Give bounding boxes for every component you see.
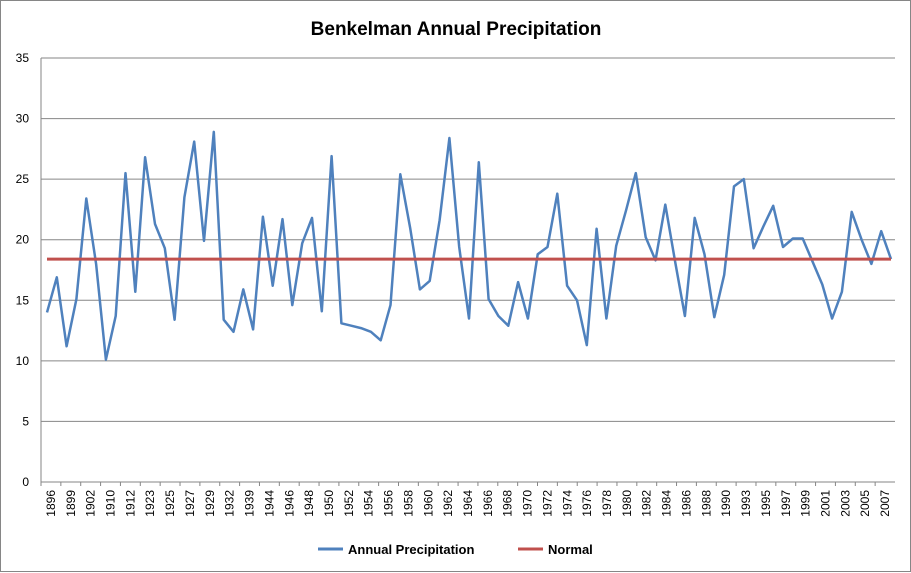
x-tick-label: 1960 — [421, 490, 435, 517]
legend: Annual Precipitation Normal — [318, 542, 593, 557]
x-tick-label: 1999 — [799, 490, 813, 517]
y-tick-label: 35 — [16, 51, 30, 65]
x-tick-label: 1956 — [382, 490, 396, 517]
x-tick-label: 1954 — [362, 490, 376, 517]
x-tick-label: 1932 — [223, 490, 237, 517]
x-tick-label: 1986 — [679, 490, 693, 517]
y-tick-label: 25 — [16, 172, 30, 186]
x-tick-label: 1899 — [64, 490, 78, 517]
x-tick-label: 1997 — [779, 490, 793, 517]
series-lines — [45, 130, 893, 361]
x-tick-label: 1927 — [183, 490, 197, 517]
x-tick-label: 1980 — [620, 490, 634, 517]
x-tick-label: 1923 — [143, 490, 157, 517]
x-tick-label: 2007 — [878, 490, 892, 517]
x-tick-label: 1968 — [501, 490, 515, 517]
x-tick-label: 1925 — [163, 490, 177, 517]
x-tick-label: 1970 — [521, 490, 535, 517]
chart-title: Benkelman Annual Precipitation — [311, 19, 602, 40]
x-tick-label: 1929 — [203, 490, 217, 517]
x-tick-label: 1974 — [560, 490, 574, 517]
x-tick-label: 1982 — [640, 490, 654, 517]
legend-label-annual-precipitation: Annual Precipitation — [348, 542, 474, 557]
y-tick-label: 20 — [16, 233, 30, 247]
gridlines — [41, 57, 895, 422]
x-tick-label: 1976 — [580, 490, 594, 517]
x-tick-label: 1978 — [600, 490, 614, 517]
y-tick-label: 30 — [16, 112, 30, 126]
x-tick-label: 1964 — [461, 490, 475, 517]
x-tick-label: 2005 — [858, 490, 872, 517]
y-tick-label: 5 — [22, 414, 29, 428]
axes: 0 5 10 15 20 25 30 35 1896 1899 1902 1910 1912 1923 19… — [16, 51, 895, 517]
x-tick-label: 1962 — [441, 490, 455, 517]
x-tick-label: 1972 — [540, 490, 554, 517]
x-tick-label: 1966 — [481, 490, 495, 517]
x-tick-label: 1952 — [342, 490, 356, 517]
x-tick-label: 1946 — [282, 490, 296, 517]
y-tick-label: 15 — [16, 293, 30, 307]
series-line-annual-precipitation — [45, 130, 893, 361]
x-tick-label: 1902 — [84, 490, 98, 517]
x-tick-label: 1988 — [699, 490, 713, 517]
x-tick-label: 1896 — [44, 490, 58, 517]
x-tick-label: 1910 — [104, 490, 118, 517]
x-tick-label: 1944 — [262, 490, 276, 517]
x-tick-label: 1912 — [123, 490, 137, 517]
x-tick-label: 1984 — [660, 490, 674, 517]
x-tick-label: 2003 — [838, 490, 852, 517]
x-tick-label: 1990 — [719, 490, 733, 517]
legend-label-normal: Normal — [548, 542, 593, 557]
x-tick-label: 1993 — [739, 490, 753, 517]
x-tick-label: 1958 — [401, 490, 415, 517]
x-tick-label: 1995 — [759, 490, 773, 517]
x-tick-label: 1950 — [322, 490, 336, 517]
x-tick-label: 1939 — [243, 490, 257, 517]
x-tick-label: 1948 — [302, 490, 316, 517]
x-tick-label: 2001 — [818, 490, 832, 517]
y-tick-label: 0 — [22, 475, 29, 489]
y-tick-label: 10 — [16, 354, 30, 368]
